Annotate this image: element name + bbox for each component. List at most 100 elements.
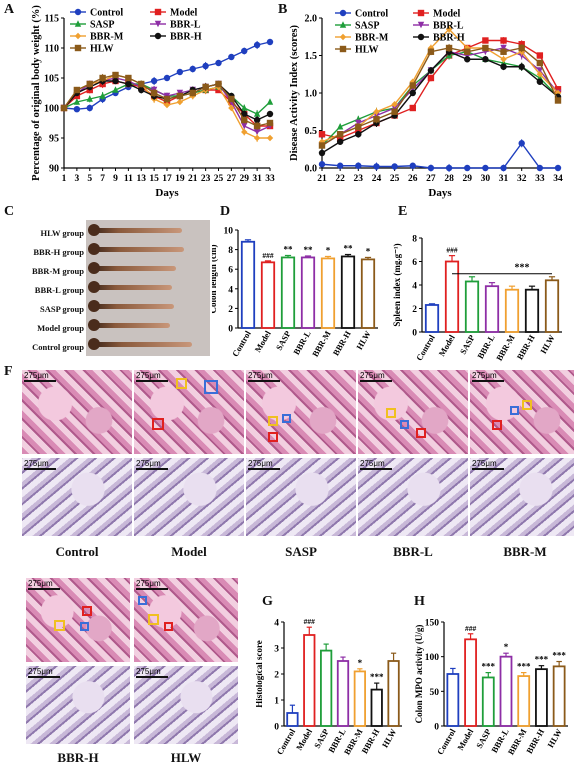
bar-hlw xyxy=(387,660,400,727)
point-bbr-l-4 xyxy=(391,104,398,112)
point-control-7 xyxy=(150,77,158,85)
legend-item-control: Control xyxy=(70,8,123,19)
legend-item-bbr-l: BBR-L xyxy=(150,20,201,31)
x-tick-label: BBR-H xyxy=(524,727,546,756)
bar-sasp xyxy=(481,676,495,727)
cecum xyxy=(88,319,100,331)
point-control-6 xyxy=(427,164,435,172)
crypt-loss-box xyxy=(522,400,532,410)
point-control-11 xyxy=(202,62,209,70)
x-tick-label: BBR-M xyxy=(310,329,333,359)
significance-label: ### xyxy=(446,246,458,255)
scale-label: 275μm xyxy=(24,371,49,380)
significance-label: *** xyxy=(482,662,496,672)
panel-letter-b: B xyxy=(278,2,288,17)
scale-bar xyxy=(360,380,392,382)
legend-item-sasp: SASP xyxy=(335,21,379,32)
point-hlw-legend xyxy=(74,44,82,52)
point-hlw-2 xyxy=(86,80,93,88)
point-hlw-0 xyxy=(60,104,68,112)
point-control-9 xyxy=(482,164,489,172)
point-bbr-m-legend xyxy=(339,33,347,41)
point-control-8 xyxy=(464,164,471,172)
scale-label: 275μm xyxy=(28,579,53,588)
x-tick-label: 34 xyxy=(553,174,563,184)
significance-label: ** xyxy=(304,245,314,255)
point-bbr-m-15 xyxy=(253,134,261,142)
point-control-12 xyxy=(215,59,222,67)
scale-bar xyxy=(136,468,168,470)
inflammation-box xyxy=(82,606,92,616)
legend-item-bbr-l: BBR-L xyxy=(413,21,464,32)
y-tick-label: 95 xyxy=(49,134,59,145)
legend-label: BBR-L xyxy=(170,20,201,31)
x-tick-label: Model xyxy=(437,332,458,358)
significance-label: * xyxy=(358,658,363,668)
point-bbr-h-11 xyxy=(518,63,525,70)
y-tick-label: 6 xyxy=(412,258,417,268)
x-tick-label: 19 xyxy=(175,174,185,184)
legend-label: BBR-H xyxy=(433,33,465,44)
point-bbr-h-6 xyxy=(138,86,145,94)
series-hlw xyxy=(318,43,562,149)
x-tick-label: 29 xyxy=(240,174,250,184)
point-bbr-h-legend xyxy=(417,33,425,41)
histology-label-bbr-h: BBR-H xyxy=(57,750,99,765)
he-stain-image: 275μm xyxy=(358,370,468,454)
colon-group-label: BBR-L group xyxy=(34,285,84,295)
x-tick-label: 27 xyxy=(227,174,237,184)
significance-label: ### xyxy=(465,624,477,633)
he-stain-image: 275μm xyxy=(26,578,130,662)
scale-bar xyxy=(472,380,504,382)
bar-sasp xyxy=(320,649,333,727)
colon-group-label: Control group xyxy=(32,342,84,352)
point-model-9 xyxy=(482,37,489,44)
point-control-0 xyxy=(318,161,326,168)
significance-label: * xyxy=(504,642,509,652)
point-bbr-m-14 xyxy=(241,128,248,136)
y-axis-title: Spleen index (mg.g⁻¹) xyxy=(392,243,402,326)
panel-letter-a: A xyxy=(4,2,15,17)
cecum xyxy=(88,300,100,312)
bar-control xyxy=(424,304,440,333)
point-control-16 xyxy=(266,38,274,46)
significance-label: * xyxy=(366,246,371,256)
bar-bbr-l xyxy=(300,256,316,329)
point-hlw-8 xyxy=(464,48,471,55)
point-sasp-2 xyxy=(86,95,93,102)
ab-pas-stain-image: 275μm xyxy=(134,458,244,536)
crypt-loss-box xyxy=(268,416,278,426)
colon-specimen xyxy=(92,304,174,309)
scale-label: 275μm xyxy=(248,459,273,468)
point-bbr-h-2 xyxy=(355,131,362,138)
x-tick-label: 23 xyxy=(201,174,211,184)
cecum xyxy=(88,243,100,255)
scale-bar xyxy=(136,676,168,678)
scale-label: 275μm xyxy=(248,371,273,380)
point-bbr-h-5 xyxy=(125,80,132,88)
x-tick-label: Model xyxy=(253,328,274,354)
cecum xyxy=(88,224,100,236)
histology-label-model: Model xyxy=(171,544,207,559)
goblet-box xyxy=(282,414,291,423)
point-bbr-h-10 xyxy=(500,63,507,70)
colon-group-label: BBR-H group xyxy=(33,247,84,257)
point-bbr-m-8 xyxy=(163,101,171,109)
y-axis-title: Disease Activity Index (scores) xyxy=(289,25,300,161)
colon-specimen xyxy=(92,342,192,347)
x-tick-label: 33 xyxy=(535,174,545,184)
scale-label: 275μm xyxy=(136,459,161,468)
scale-label: 275μm xyxy=(28,667,53,676)
y-tick-label: 100 xyxy=(44,104,59,115)
bar-control xyxy=(240,240,256,329)
x-tick-label: 32 xyxy=(517,174,527,184)
point-sasp-14 xyxy=(241,104,248,111)
crypt-loss-box xyxy=(386,408,396,418)
x-tick-label: 15 xyxy=(149,174,159,184)
point-control-8 xyxy=(163,74,171,82)
legend-label: SASP xyxy=(355,21,379,32)
point-bbr-h-15 xyxy=(253,116,261,124)
spleen-index-bar-chart: 0 2 4 6 8 Spleen index (mg.g⁻¹) Control ### Mode… xyxy=(392,235,562,362)
inflammation-box xyxy=(416,428,426,438)
point-bbr-l-12 xyxy=(536,67,544,74)
